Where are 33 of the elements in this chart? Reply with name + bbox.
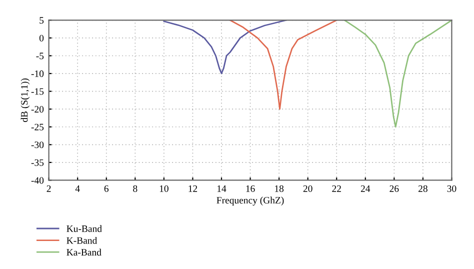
y-tick-label: -30: [31, 142, 44, 148]
line-series: [344, 20, 452, 128]
x-tick-label: 20: [303, 185, 312, 192]
x-tick-label: 24: [360, 185, 370, 192]
x-tick-label: 10: [160, 185, 168, 192]
x-tick-label: 18: [275, 185, 284, 192]
y-tick-label: 0: [39, 34, 44, 42]
line-series: [229, 20, 338, 110]
line-series: [163, 20, 287, 74]
x-tick-label: 30: [447, 185, 456, 192]
x-tick-label: 26: [390, 185, 399, 192]
x-axis-title: Frequency (GhZ): [216, 196, 284, 206]
x-tick-label: 6: [104, 185, 109, 192]
y-axis-title: dB (S(1,1)): [20, 78, 30, 122]
x-tick-label: 28: [418, 185, 428, 192]
y-tick-label: -40: [31, 177, 44, 184]
x-tick-label: 4: [75, 185, 80, 192]
y-tick-label: 5: [40, 17, 44, 24]
y-tick-label: -5: [36, 52, 44, 60]
x-tick-label: 2: [46, 185, 51, 192]
x-tick-label: 12: [188, 185, 198, 192]
legend-label: K-Band: [66, 236, 98, 244]
x-tick-label: 8: [133, 185, 138, 192]
legend-label: Ku-Band: [66, 225, 102, 232]
legend-label: Ka-Band: [66, 248, 102, 256]
y-tick-label: -25: [31, 124, 44, 130]
y-tick-label: -10: [31, 70, 44, 77]
y-tick-label: -35: [31, 159, 44, 166]
y-tick-label: -20: [31, 106, 44, 113]
x-tick-label: 14: [217, 185, 226, 192]
x-tick-label: 16: [246, 185, 255, 192]
y-tick-label: -15: [31, 88, 44, 95]
x-tick-label: 22: [332, 185, 341, 192]
